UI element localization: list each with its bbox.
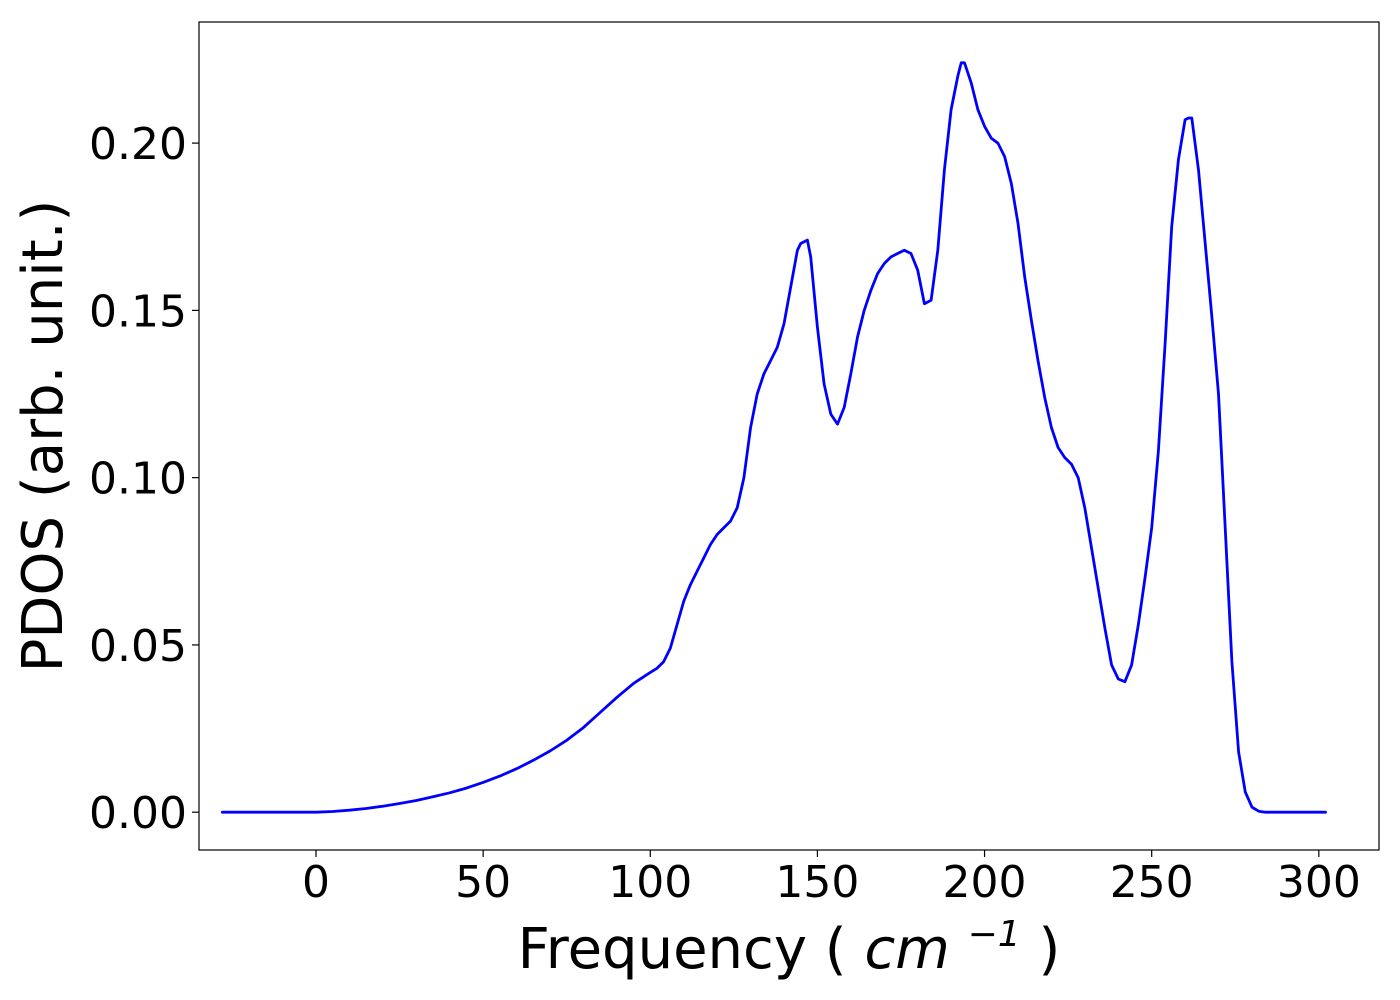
- x-axis-label-close-paren: ): [1038, 917, 1060, 982]
- x-tick-label: 250: [1110, 857, 1194, 908]
- x-axis-label-unit: cm: [864, 917, 949, 982]
- x-tick-label: 100: [608, 857, 692, 908]
- y-tick-label: 0.20: [89, 119, 187, 170]
- y-tick-label: 0.05: [89, 621, 187, 672]
- x-tick-label: 300: [1277, 857, 1361, 908]
- x-tick-label: 150: [775, 857, 859, 908]
- pdos-series-line: [221, 61, 1327, 814]
- plot-area-frame: [198, 21, 1380, 851]
- x-axis-label-text: Frequency: [518, 917, 807, 982]
- x-axis-label: Frequency ( cm −1 ): [518, 895, 1061, 982]
- y-tick-label: 0.00: [89, 788, 187, 839]
- x-tick-label: 50: [455, 857, 511, 908]
- x-axis-label-open-paren: (: [825, 917, 847, 982]
- x-tick-label: 0: [302, 857, 330, 908]
- x-axis-ticks: 0 50 100 150 200 250 300: [302, 850, 1361, 908]
- y-tick-label: 0.10: [89, 454, 187, 505]
- x-tick-label: 200: [943, 857, 1027, 908]
- x-axis-label-unit-exponent: −1: [968, 914, 1021, 955]
- y-axis-ticks: 0.00 0.05 0.10 0.15 0.20: [89, 119, 199, 839]
- y-axis-label: PDOS (arb. unit.): [11, 200, 76, 673]
- y-tick-label: 0.15: [89, 286, 187, 337]
